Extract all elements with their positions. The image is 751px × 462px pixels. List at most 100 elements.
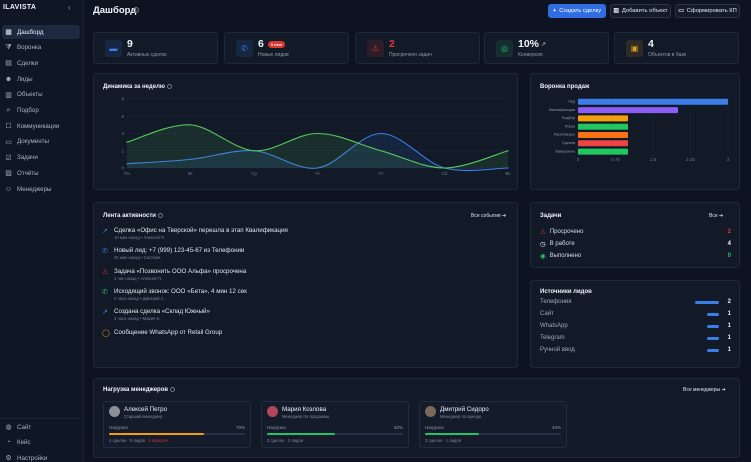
sidebar-item-label: Сделки bbox=[17, 59, 39, 67]
activity-title: Сделка «Офис на Тверской» перешла в этап… bbox=[114, 227, 288, 234]
bar-category-label: Переговоры bbox=[554, 133, 576, 137]
stat-card[interactable]: ✆ 6 0 new Новых лидов bbox=[224, 32, 349, 64]
task-summary-row[interactable]: ◷ В работе 4 bbox=[540, 240, 731, 248]
activity-item[interactable]: Создана сделка «Склад Южный» 3 часа назад… bbox=[114, 308, 210, 321]
sidebar-item-1[interactable]: ⧩ Воронка bbox=[2, 41, 80, 55]
activity-title: Создана сделка «Склад Южный» bbox=[114, 308, 210, 316]
x-tick-label: 2.25 bbox=[686, 157, 695, 162]
sidebar-item-8[interactable]: ☑ Задачи bbox=[2, 151, 80, 165]
stat-card[interactable]: ◎ 10% ↗ Конверсия bbox=[484, 32, 609, 64]
y-tick-label: 6 bbox=[121, 114, 124, 119]
source-bar bbox=[707, 324, 719, 328]
sidebar-item-7[interactable]: ▭ Документы bbox=[2, 135, 80, 149]
x-tick-label: Вт bbox=[188, 171, 193, 176]
sidebar-bottom-item-2[interactable]: ⚙ Настройки bbox=[2, 451, 80, 462]
help-icon[interactable]: ? bbox=[133, 7, 139, 13]
activity-meta: 25 мин назад • Система bbox=[114, 255, 161, 261]
sidebar-item-label: Дашборд bbox=[17, 28, 44, 36]
trend-icon: ↗ bbox=[102, 309, 108, 317]
task-count: 2 bbox=[727, 229, 731, 235]
activity-item[interactable]: Новый лид: +7 (999) 123-45-67 из Телефон… bbox=[114, 247, 244, 260]
activity-meta: 3 часа назад • Мария К. bbox=[114, 316, 161, 322]
avatar bbox=[425, 406, 436, 417]
stat-card[interactable]: ▬ 9 Активных сделок bbox=[93, 32, 218, 64]
activity-title: Исходящий звонок: ООО «Бета», 4 мин 12 с… bbox=[114, 287, 247, 295]
stat-value: 10% ↗ bbox=[518, 38, 547, 50]
arrow-right-icon: ➔ bbox=[721, 387, 726, 393]
dashboard-icon: ▦ bbox=[5, 29, 12, 36]
funnel-bar bbox=[578, 132, 628, 138]
lead-sources-card bbox=[530, 280, 740, 368]
sidebar-item-0[interactable]: ▦ Дашборд bbox=[2, 25, 80, 39]
series-point bbox=[126, 163, 128, 165]
source-count: 1 bbox=[727, 347, 731, 353]
avatar bbox=[109, 406, 120, 417]
stat-card[interactable]: ⚠ 2 Просрочено задач bbox=[355, 32, 480, 64]
source-count: 2 bbox=[727, 299, 731, 305]
y-tick-label: 0 bbox=[121, 166, 124, 171]
all-managers-link[interactable]: Все менеджеры ➔ bbox=[683, 387, 726, 393]
brand-logo[interactable]: ILAVISTA bbox=[3, 4, 37, 11]
load-fill bbox=[267, 433, 335, 435]
sidebar-item-label: Лиды bbox=[17, 75, 33, 83]
sidebar-bottom-item-0[interactable]: ◍ Сайт bbox=[2, 420, 80, 434]
bar-category-label: Завершено bbox=[555, 149, 575, 153]
sidebar-item-10[interactable]: ☺ Менеджеры bbox=[2, 182, 80, 196]
sidebar-item-label: Коммуникации bbox=[17, 122, 60, 130]
manager-card[interactable]: Мария Козлова Менеджер по продажам Нагрузк… bbox=[261, 401, 409, 448]
load-track bbox=[425, 433, 561, 435]
stat-label: Просрочено задач bbox=[389, 52, 432, 58]
manager-name: Мария Козлова bbox=[282, 406, 327, 413]
create-deal-button[interactable]: + Создать сделку bbox=[548, 4, 606, 18]
sidebar-item-6[interactable]: ☐ Коммуникации bbox=[2, 119, 80, 133]
sidebar-bottom-item-1[interactable]: ◔ Кейс bbox=[2, 436, 80, 450]
all-tasks-link[interactable]: Все ➔ bbox=[709, 213, 724, 219]
series-point bbox=[380, 150, 382, 152]
all-events-link[interactable]: Все события ➔ bbox=[471, 213, 507, 219]
deals-count: 3 сделок bbox=[425, 438, 442, 443]
stat-card[interactable]: ▣ 4 Объектов в базе bbox=[614, 32, 739, 64]
load-percent: 70% bbox=[235, 425, 245, 430]
sidebar-item-9[interactable]: ▨ Отчёты bbox=[2, 166, 80, 180]
series-point bbox=[189, 158, 192, 160]
sidebar-item-2[interactable]: ▤ Сделки bbox=[2, 56, 80, 70]
target-icon: ◎ bbox=[496, 40, 513, 57]
weekly-line-chart: 0 2 4 6 8 Пн Вт Ср Чт Пт Сб Вс bbox=[121, 97, 511, 177]
task-summary-row[interactable]: ⚠ Просрочено 2 bbox=[540, 228, 731, 236]
funnel-bar bbox=[578, 98, 728, 105]
globe-icon: ◍ bbox=[5, 424, 12, 431]
activity-title: Сообщение WhatsApp от Retail Group bbox=[114, 328, 223, 336]
warning-icon: ⚠ bbox=[102, 268, 109, 276]
manager-card[interactable]: Алексей Петро Старший менеджер Нагрузка 70%… bbox=[103, 401, 251, 448]
funnel-bar-chart: 0 0.75 1.5 2.25 3 Лид Квалификация Подбор Показ П… bbox=[549, 96, 730, 162]
call-icon: ✆ bbox=[102, 288, 108, 296]
add-object-button[interactable]: ▥ Добавить объект bbox=[610, 4, 671, 18]
make-offer-button[interactable]: ▭ Сформировать КП bbox=[675, 4, 740, 18]
managers-title: Нагрузка менеджеров bbox=[103, 387, 176, 393]
help-icon[interactable] bbox=[167, 84, 173, 89]
activity-item[interactable]: Сообщение WhatsApp от Retail Group bbox=[114, 329, 222, 336]
task-summary-row[interactable]: ◉ Выполнено 0 bbox=[540, 252, 731, 260]
task-label: Просрочено bbox=[549, 229, 584, 235]
sidebar-item-label: Кейс bbox=[17, 439, 31, 446]
collapse-sidebar-icon[interactable]: ‹ bbox=[68, 3, 71, 12]
help-icon[interactable] bbox=[157, 213, 163, 218]
x-tick-label: 3 bbox=[727, 157, 730, 162]
activity-title: Задача «Позвонить ООО Альфа» просрочена bbox=[114, 267, 247, 275]
activity-item[interactable]: Исходящий звонок: ООО «Бета», 4 мин 12 с… bbox=[114, 288, 247, 301]
bar-category-label: Лид bbox=[568, 100, 576, 104]
series-point bbox=[316, 167, 319, 169]
sidebar-item-4[interactable]: ▥ Объекты bbox=[2, 88, 80, 102]
sidebar-item-label: Сайт bbox=[17, 423, 32, 431]
leads-count: 1 лидов bbox=[445, 438, 461, 443]
task-label: Выполнено bbox=[549, 253, 582, 259]
trend-icon: ↗ bbox=[102, 228, 108, 235]
sidebar-item-5[interactable]: ⌕ Подбор bbox=[2, 104, 80, 118]
sidebar-item-3[interactable]: ☻ Лиды bbox=[2, 72, 80, 86]
manager-card[interactable]: Дмитрий Сидоро Менеджер по аренде Нагрузка… bbox=[419, 401, 567, 448]
activity-item[interactable]: Задача «Позвонить ООО Альфа» просрочена 1… bbox=[114, 268, 246, 281]
help-icon[interactable] bbox=[170, 387, 176, 392]
activity-item[interactable]: Сделка «Офис на Тверской» перешла в этап… bbox=[114, 227, 288, 240]
x-tick-label: Пн bbox=[124, 171, 130, 176]
